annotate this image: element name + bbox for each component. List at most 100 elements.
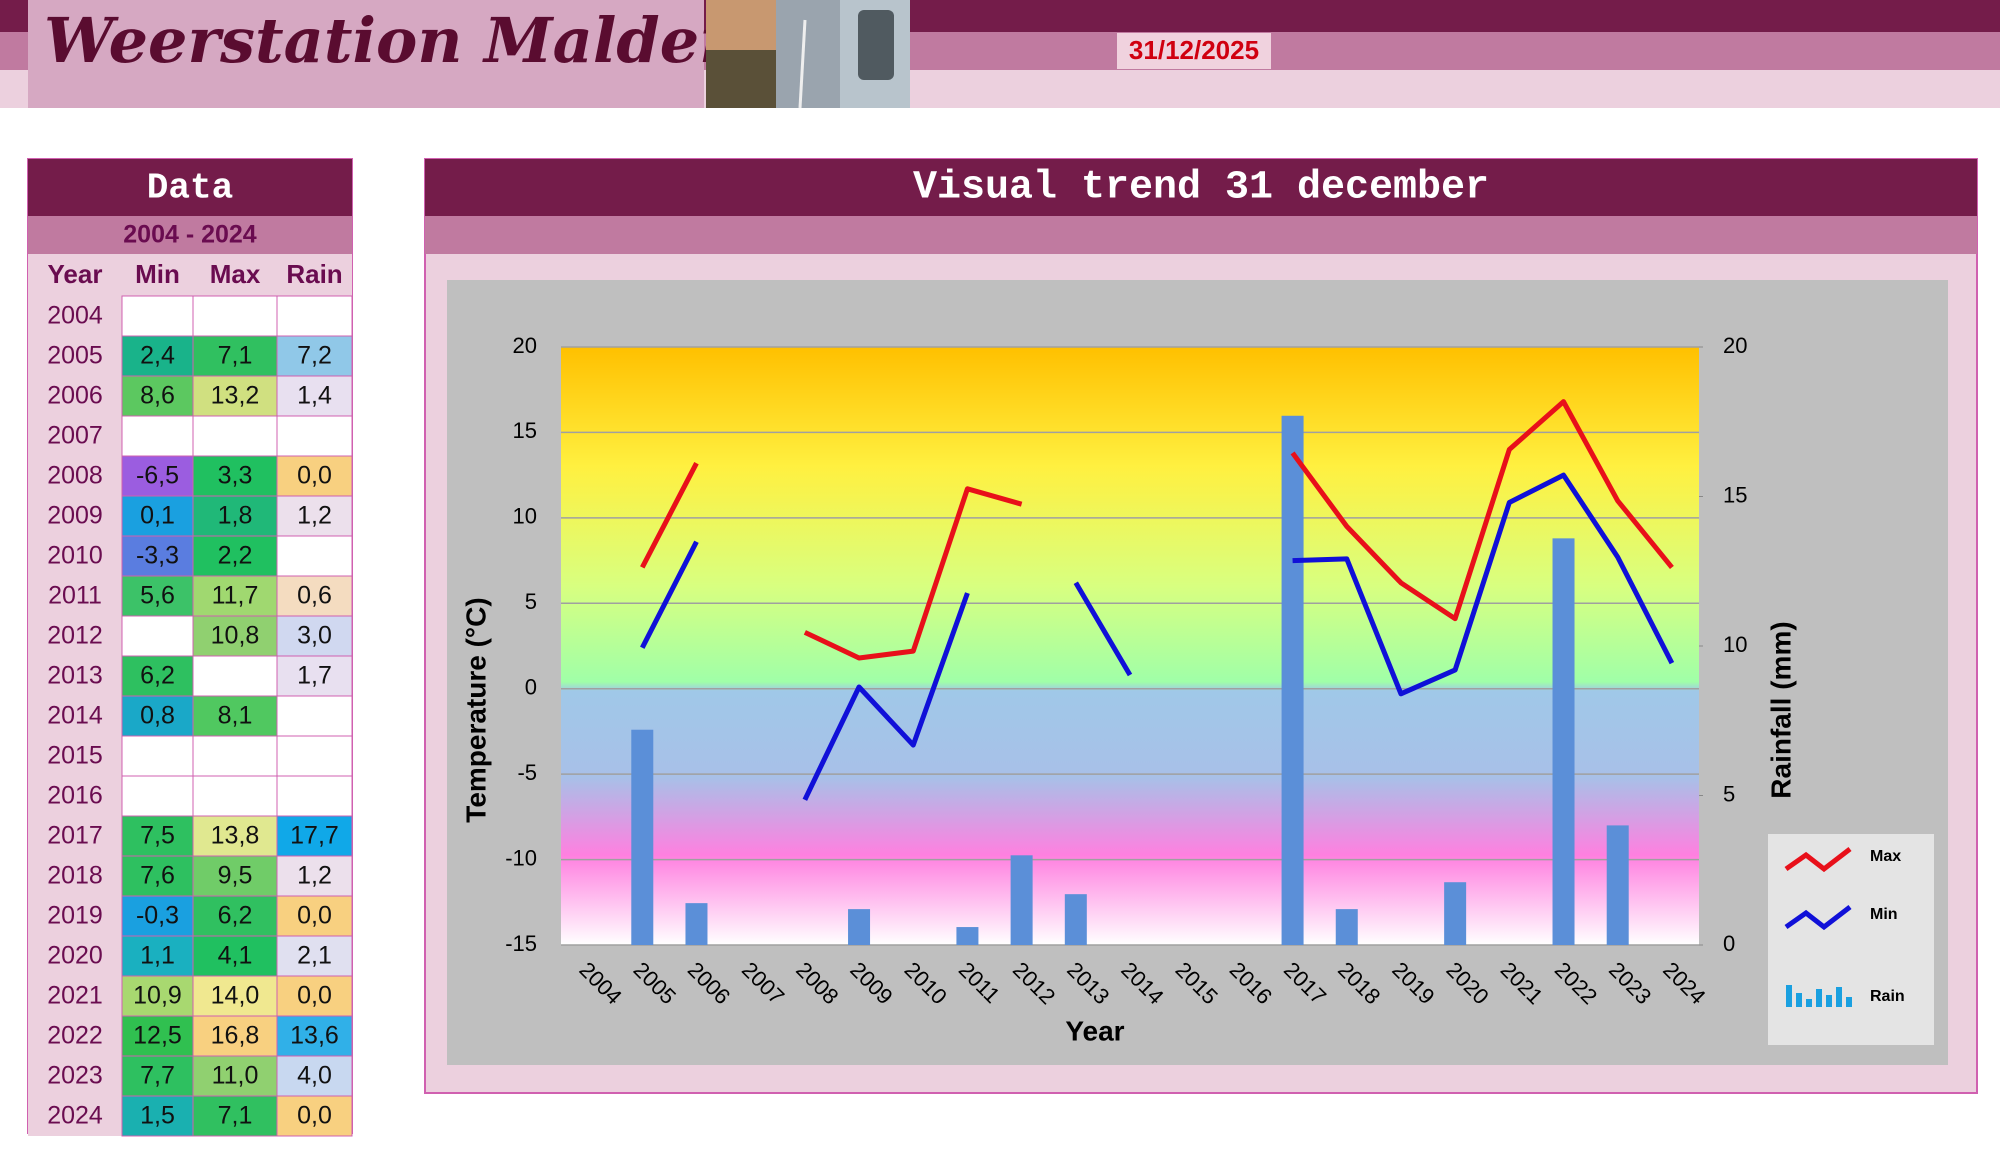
table-cell (121, 975, 194, 1017)
bar (956, 927, 979, 945)
y2-axis-title: Rainfall (mm) (1765, 621, 1796, 798)
table-cell (192, 775, 278, 817)
table-cell (121, 1055, 194, 1097)
value-cell: 7,5 (140, 822, 175, 850)
value-cell: 1,2 (297, 502, 332, 530)
column-header: Rain (286, 259, 342, 289)
value-cell: 10,9 (133, 982, 182, 1010)
table-cell (192, 495, 278, 537)
year-cell: 2012 (47, 622, 103, 650)
photo (706, 0, 910, 109)
value-cell: 0,8 (140, 702, 175, 730)
site-title: Weerstation Malderen (44, 4, 816, 77)
value-cell: 0,0 (297, 1102, 332, 1130)
table-cell (121, 655, 194, 697)
y2-tick-label: 15 (1723, 482, 1747, 507)
table-cell (276, 695, 353, 737)
panel-header (425, 159, 1977, 216)
date-box (1117, 33, 1271, 69)
table-cell (192, 335, 278, 377)
bar (1444, 882, 1467, 945)
table-cell (192, 655, 278, 697)
value-cell: 0,0 (297, 462, 332, 490)
legend-swatch (1846, 997, 1852, 1007)
year-cell: 2017 (47, 822, 103, 850)
y-tick-label: 0 (525, 675, 537, 700)
table-cell (121, 415, 194, 457)
year-cell: 2013 (47, 662, 103, 690)
table-cell (121, 535, 194, 577)
table-cell (276, 455, 353, 497)
year-cell: 2021 (47, 982, 103, 1010)
table-cell (121, 615, 194, 657)
bar (631, 729, 654, 945)
value-cell: 10,8 (211, 622, 260, 650)
value-cell: 1,2 (297, 862, 332, 890)
table-cell (276, 935, 353, 977)
year-cell: 2008 (47, 462, 103, 490)
value-cell: 1,8 (218, 502, 253, 530)
data-table: Data 2004 - 2024 Year Min Max Rain 2004 2005 2… (27, 158, 353, 1137)
table-cell (121, 375, 194, 417)
table-cell (192, 455, 278, 497)
value-cell: 8,1 (218, 702, 253, 730)
bar (1010, 855, 1033, 945)
year-cell: 2020 (47, 942, 103, 970)
year-cell: 2015 (47, 742, 103, 770)
value-cell: 14,0 (211, 982, 260, 1010)
legend-swatch (1784, 847, 1852, 873)
year-cell: 2011 (48, 582, 102, 610)
value-cell: 3,3 (218, 462, 253, 490)
bar (1552, 538, 1575, 945)
value-cell: -0,3 (136, 902, 179, 930)
date: 31/12/2025 (1129, 35, 1259, 65)
legend-label: Max (1870, 848, 1901, 865)
table-cell (276, 495, 353, 537)
plot-area (561, 347, 1699, 945)
title-box (28, 0, 704, 108)
value-cell: 6,2 (140, 662, 175, 690)
legend-swatch (1816, 989, 1822, 1007)
legend-swatch (1806, 999, 1812, 1007)
bar (685, 903, 708, 945)
year-cell: 2014 (47, 702, 103, 730)
table-cell (121, 775, 194, 817)
year-cell: 2022 (47, 1022, 103, 1050)
y2-tick-label: 10 (1723, 632, 1747, 657)
y-tick-label: -15 (505, 931, 537, 956)
value-cell: 4,1 (218, 942, 253, 970)
table-cell (276, 1015, 353, 1057)
bar (1606, 825, 1629, 945)
bar (848, 909, 871, 945)
table-cell (276, 615, 353, 657)
value-cell: 7,2 (297, 342, 332, 370)
value-cell: 0,0 (297, 982, 332, 1010)
value-cell: -6,5 (136, 462, 179, 490)
table-cell (276, 295, 353, 337)
y-tick-label: 15 (513, 418, 537, 443)
y-tick-label: -5 (517, 760, 537, 785)
value-cell: 9,5 (218, 862, 253, 890)
value-cell: 13,8 (211, 822, 260, 850)
value-cell: 12,5 (133, 1022, 182, 1050)
table-cell (276, 415, 353, 457)
value-cell: 17,7 (290, 822, 339, 850)
year-cell: 2006 (47, 382, 103, 410)
table-cell (192, 895, 278, 937)
year-cell: 2009 (47, 502, 103, 530)
table-cell (276, 775, 353, 817)
year-cell: 2016 (47, 782, 103, 810)
legend-swatch (1786, 985, 1792, 1007)
value-cell: 6,2 (218, 902, 253, 930)
y-tick-label: 5 (525, 589, 537, 614)
table-subtitle: 2004 - 2024 (123, 221, 257, 249)
value-cell: 1,7 (297, 662, 332, 690)
value-cell: 0,6 (297, 582, 332, 610)
y-tick-label: 10 (513, 504, 537, 529)
table-cell (121, 295, 194, 337)
value-cell: 7,7 (140, 1062, 175, 1090)
table-cell (121, 695, 194, 737)
y2-tick-label: 5 (1723, 781, 1735, 806)
table-cell (121, 855, 194, 897)
value-cell: 13,2 (211, 382, 260, 410)
